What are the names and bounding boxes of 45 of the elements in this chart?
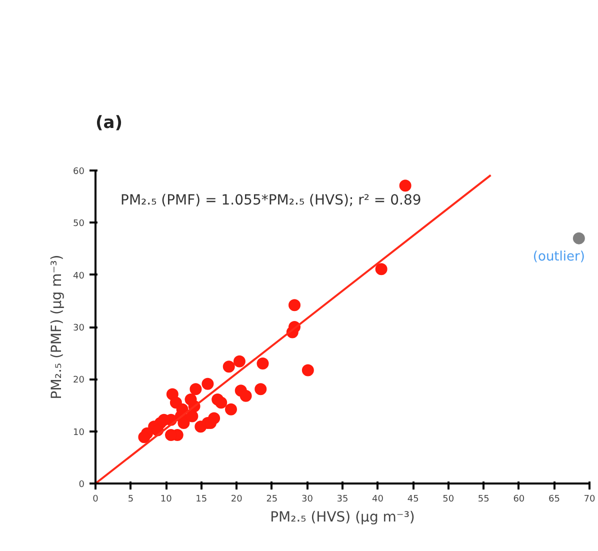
y-tick-label: 40 xyxy=(73,271,85,282)
annotation: (outlier) xyxy=(532,249,585,264)
x-tick-label: 40 xyxy=(372,494,384,504)
point xyxy=(375,263,388,276)
y-tick-label: 10 xyxy=(73,428,85,438)
point xyxy=(202,378,214,390)
x-tick-label: 25 xyxy=(266,494,278,504)
y-tick-label: 50 xyxy=(73,219,85,230)
x-tick-label: 15 xyxy=(196,494,208,504)
x-tick-label: 20 xyxy=(230,494,243,504)
point xyxy=(233,355,246,368)
x-tick-label: 35 xyxy=(336,494,348,504)
x-tick-label: 55 xyxy=(478,494,490,504)
y-tick-label: 60 xyxy=(73,167,85,177)
point xyxy=(256,358,269,370)
point xyxy=(288,299,301,312)
point xyxy=(399,180,412,192)
point xyxy=(302,364,314,376)
y-tick-label: 30 xyxy=(73,324,85,334)
x-tick-label: 65 xyxy=(548,494,560,504)
point xyxy=(224,403,237,416)
x-tick-label: 45 xyxy=(407,494,419,504)
point xyxy=(222,360,235,373)
x-axis-title: PM₂.₅ (HVS) (µg m⁻³) xyxy=(270,510,415,526)
x-tick-label: 10 xyxy=(160,494,172,504)
x-tick-label: 70 xyxy=(584,494,596,504)
y-axis-title: PM₂.₅ (PMF) (µg m⁻³) xyxy=(49,254,66,400)
x-tick-label: 50 xyxy=(442,494,454,504)
y-tick-label: 20 xyxy=(73,376,85,386)
y-tick-label: 0 xyxy=(78,480,85,490)
point xyxy=(138,431,150,444)
point xyxy=(190,383,202,396)
point xyxy=(254,383,267,396)
point xyxy=(186,410,198,422)
point xyxy=(572,232,585,244)
point xyxy=(184,394,197,406)
x-tick-label: 0 xyxy=(92,494,99,504)
x-tick-label: 60 xyxy=(513,494,525,504)
point xyxy=(215,396,228,409)
point xyxy=(240,390,252,402)
x-tick-label: 30 xyxy=(301,494,314,504)
x-tick-label: 5 xyxy=(128,494,134,504)
point xyxy=(178,417,190,429)
chart-title: (a) xyxy=(96,113,123,133)
annotation: PM₂.₅ (PMF) = 1.055*PM₂.₅ (HVS); r² = 0.89 xyxy=(120,192,422,208)
